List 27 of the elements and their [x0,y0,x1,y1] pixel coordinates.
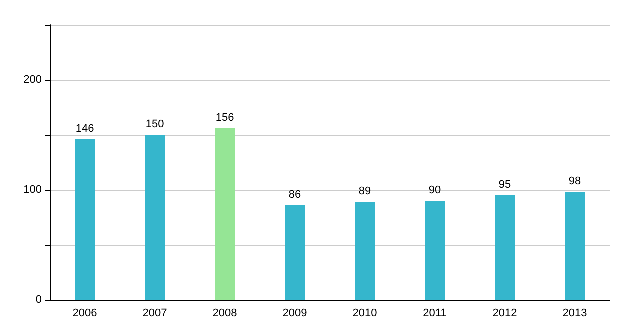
x-tick-label: 2006 [72,308,98,320]
y-tick-label: 200 [24,74,42,86]
x-tick-label: 2007 [142,308,168,320]
data-label: 156 [216,112,234,124]
data-label: 150 [146,118,164,130]
x-tick-label: 2013 [562,308,588,320]
x-tick-label: 2011 [423,308,447,320]
data-label: 89 [358,186,372,198]
bar [215,128,235,300]
bar [565,192,585,300]
data-label: 90 [428,184,442,196]
data-label: 95 [498,179,512,191]
bar [355,202,375,300]
y-tick-label: 100 [24,184,42,196]
x-tick-label: 2012 [492,308,518,320]
x-tick-label: 2008 [212,308,238,320]
bar [75,139,95,300]
bar [285,205,305,300]
bar [495,196,515,300]
data-label: 146 [76,122,94,135]
x-tick-label: 2010 [352,308,378,320]
data-label: 86 [288,188,302,201]
bar [425,201,445,300]
data-label: 98 [568,176,582,188]
y-tick-label: 0 [36,294,42,306]
x-tick-label: 2009 [282,308,308,320]
bar [145,135,165,300]
